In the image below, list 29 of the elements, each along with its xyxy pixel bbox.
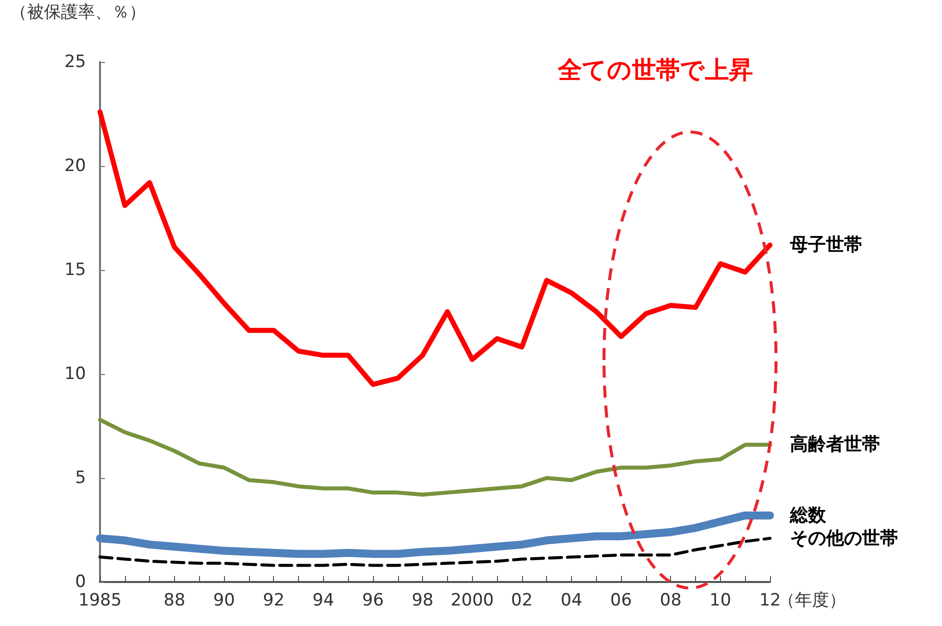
x-tick-label: 10 [710, 590, 732, 610]
series-label: 総数 [789, 504, 827, 526]
y-tick-label: 25 [64, 52, 86, 72]
x-tick-label: 2000 [450, 590, 494, 610]
x-tick-label: 98 [412, 590, 434, 610]
series-label: その他の世帯 [790, 528, 898, 549]
y-axis-title: （被保護率、％） [10, 2, 146, 22]
y-tick-label: 20 [64, 156, 86, 176]
y-tick-label: 10 [64, 364, 86, 384]
y-tick-label: 0 [75, 572, 86, 592]
series-label: 母子世帯 [789, 234, 862, 256]
y-tick-label: 5 [75, 468, 86, 488]
series-label: 高齢者世帯 [790, 434, 880, 456]
x-tick-label: 12 [759, 590, 781, 610]
x-tick-label: 94 [312, 590, 334, 610]
x-tick-label: 06 [610, 590, 632, 610]
x-tick-label: 92 [262, 590, 285, 610]
line-series [98, 418, 772, 497]
annotation: 全ての世帯で上昇 [557, 56, 753, 84]
line-series [98, 536, 772, 567]
x-tick-label: 90 [213, 590, 235, 610]
x-tick-label: 88 [164, 590, 186, 610]
x-tick-label: 02 [511, 590, 533, 610]
x-tick-label: 1985 [78, 590, 122, 610]
x-tick-label: 96 [362, 590, 384, 610]
x-tick-label: 08 [660, 590, 682, 610]
y-tick-label: 15 [64, 260, 86, 280]
x-tick-label: 04 [560, 590, 582, 610]
x-axis-title: （年度） [778, 590, 846, 610]
